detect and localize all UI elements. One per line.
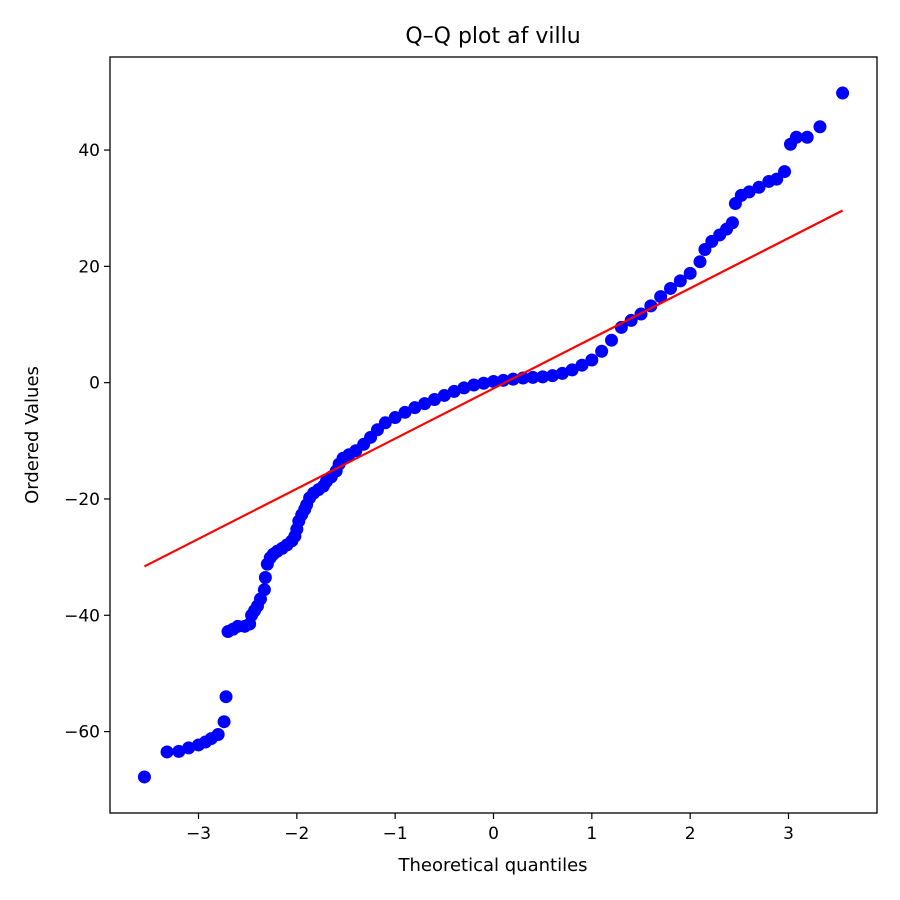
y-axis: −60 −40 −20 0 20 40 — [64, 141, 110, 743]
data-point — [526, 370, 540, 384]
data-point — [428, 393, 441, 407]
data-point — [487, 374, 500, 388]
x-tick-label: −3 — [186, 824, 211, 844]
data-point — [813, 120, 827, 134]
data-point — [437, 388, 451, 402]
data-point — [664, 281, 677, 295]
data-point — [496, 373, 510, 387]
data-point — [418, 397, 432, 411]
chart-title: Q–Q plot af villu — [405, 24, 580, 49]
data-point — [565, 363, 579, 377]
data-point — [778, 165, 792, 179]
data-point — [477, 376, 491, 390]
data-point — [693, 255, 707, 269]
data-point — [258, 570, 272, 584]
y-tick-label: 20 — [78, 257, 100, 277]
data-point — [595, 344, 609, 358]
data-point — [378, 416, 392, 430]
data-point — [725, 216, 739, 230]
reference-line — [143, 209, 844, 568]
data-point — [546, 369, 559, 383]
data-point — [160, 745, 174, 759]
x-axis-label: Theoretical quantiles — [397, 855, 587, 876]
data-point — [182, 741, 196, 755]
x-tick-label: 0 — [488, 824, 499, 844]
y-tick-label: 0 — [89, 374, 100, 394]
x-tick-label: −2 — [284, 824, 309, 844]
data-point — [683, 266, 697, 280]
data-point — [457, 381, 471, 395]
data-point — [257, 583, 271, 597]
data-points — [137, 86, 850, 784]
data-point — [219, 690, 233, 704]
y-tick-label: −20 — [64, 490, 100, 510]
data-point — [585, 353, 599, 367]
data-point — [605, 333, 618, 347]
data-point — [467, 378, 481, 392]
data-point — [447, 384, 461, 398]
x-tick-label: 2 — [685, 824, 696, 844]
data-point — [408, 401, 422, 415]
data-point — [752, 180, 766, 194]
data-point — [172, 744, 186, 758]
y-tick-label: 40 — [78, 141, 100, 161]
data-point — [137, 770, 151, 784]
data-point — [536, 370, 550, 384]
data-point — [654, 290, 668, 304]
y-axis-label: Ordered Values — [22, 366, 43, 504]
data-point — [575, 358, 589, 372]
x-tick-label: 3 — [783, 824, 794, 844]
y-tick-label: −40 — [64, 606, 100, 626]
data-point — [217, 715, 231, 729]
x-tick-label: 1 — [586, 824, 597, 844]
data-point — [836, 86, 850, 100]
data-point — [398, 405, 412, 419]
data-point — [800, 130, 814, 144]
data-point — [742, 185, 756, 199]
data-point — [789, 130, 803, 144]
data-point — [388, 411, 402, 425]
y-tick-label: −60 — [64, 723, 100, 743]
x-tick-label: −1 — [383, 824, 408, 844]
data-point — [555, 366, 569, 380]
data-point — [211, 727, 225, 741]
x-axis: −3 −2 −1 0 1 2 3 — [186, 813, 794, 844]
data-point — [673, 274, 687, 288]
